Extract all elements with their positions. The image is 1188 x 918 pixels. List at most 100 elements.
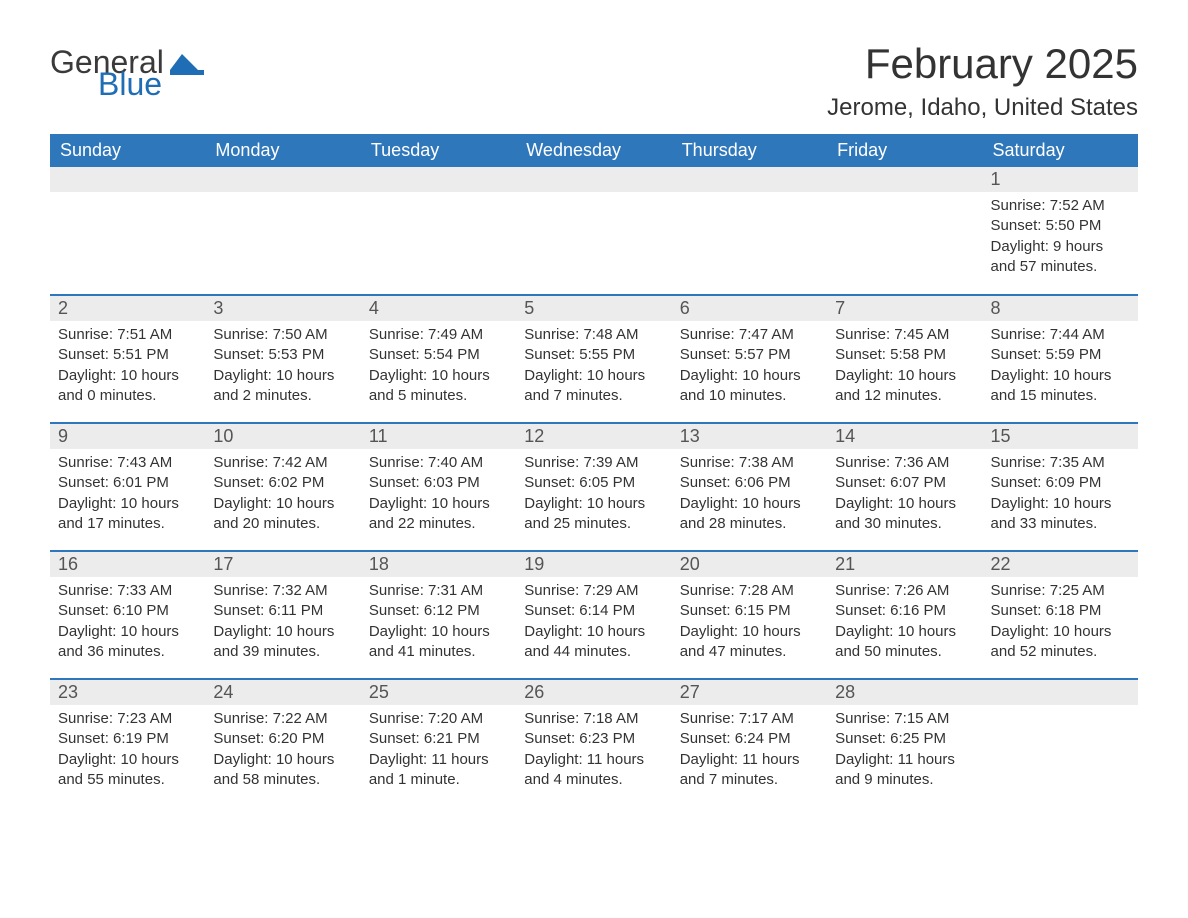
calendar-day: 21Sunrise: 7:26 AMSunset: 6:16 PMDayligh… bbox=[827, 551, 982, 679]
day-detail-line: Sunrise: 7:42 AM bbox=[213, 453, 352, 473]
day-detail-line: Daylight: 10 hours and 36 minutes. bbox=[58, 622, 197, 663]
day-detail-line: Daylight: 10 hours and 2 minutes. bbox=[213, 366, 352, 407]
calendar-empty bbox=[672, 167, 827, 295]
day-number: 24 bbox=[205, 680, 360, 705]
day-number: 25 bbox=[361, 680, 516, 705]
day-detail-line: Sunrise: 7:26 AM bbox=[835, 581, 974, 601]
day-detail-line: Daylight: 10 hours and 47 minutes. bbox=[680, 622, 819, 663]
day-detail-line: Daylight: 10 hours and 58 minutes. bbox=[213, 750, 352, 791]
calendar-day: 2Sunrise: 7:51 AMSunset: 5:51 PMDaylight… bbox=[50, 295, 205, 423]
day-detail-line: Sunrise: 7:35 AM bbox=[991, 453, 1130, 473]
day-detail-line: Sunset: 6:21 PM bbox=[369, 729, 508, 749]
day-details bbox=[827, 192, 982, 204]
calendar-day: 19Sunrise: 7:29 AMSunset: 6:14 PMDayligh… bbox=[516, 551, 671, 679]
calendar-day: 6Sunrise: 7:47 AMSunset: 5:57 PMDaylight… bbox=[672, 295, 827, 423]
day-detail-line: Daylight: 11 hours and 7 minutes. bbox=[680, 750, 819, 791]
day-detail-line: Sunrise: 7:47 AM bbox=[680, 325, 819, 345]
day-detail-line: Daylight: 10 hours and 7 minutes. bbox=[524, 366, 663, 407]
day-detail-line: Daylight: 10 hours and 12 minutes. bbox=[835, 366, 974, 407]
day-detail-line: Sunset: 5:59 PM bbox=[991, 345, 1130, 365]
day-detail-line: Sunset: 6:20 PM bbox=[213, 729, 352, 749]
calendar-day: 4Sunrise: 7:49 AMSunset: 5:54 PMDaylight… bbox=[361, 295, 516, 423]
calendar-day: 17Sunrise: 7:32 AMSunset: 6:11 PMDayligh… bbox=[205, 551, 360, 679]
day-detail-line: Daylight: 10 hours and 55 minutes. bbox=[58, 750, 197, 791]
day-details: Sunrise: 7:38 AMSunset: 6:06 PMDaylight:… bbox=[672, 449, 827, 542]
day-details: Sunrise: 7:39 AMSunset: 6:05 PMDaylight:… bbox=[516, 449, 671, 542]
day-number bbox=[361, 167, 516, 192]
day-detail-line: Sunset: 6:07 PM bbox=[835, 473, 974, 493]
day-details bbox=[50, 192, 205, 204]
day-number: 5 bbox=[516, 296, 671, 321]
weekday-header: Saturday bbox=[983, 134, 1138, 167]
calendar-day: 16Sunrise: 7:33 AMSunset: 6:10 PMDayligh… bbox=[50, 551, 205, 679]
day-number bbox=[827, 167, 982, 192]
day-details: Sunrise: 7:29 AMSunset: 6:14 PMDaylight:… bbox=[516, 577, 671, 670]
day-details: Sunrise: 7:25 AMSunset: 6:18 PMDaylight:… bbox=[983, 577, 1138, 670]
day-detail-line: Daylight: 11 hours and 1 minute. bbox=[369, 750, 508, 791]
day-detail-line: Sunset: 6:12 PM bbox=[369, 601, 508, 621]
title-block: February 2025 Jerome, Idaho, United Stat… bbox=[827, 40, 1138, 122]
day-number: 19 bbox=[516, 552, 671, 577]
day-details: Sunrise: 7:43 AMSunset: 6:01 PMDaylight:… bbox=[50, 449, 205, 542]
day-detail-line: Daylight: 10 hours and 0 minutes. bbox=[58, 366, 197, 407]
calendar-day: 10Sunrise: 7:42 AMSunset: 6:02 PMDayligh… bbox=[205, 423, 360, 551]
day-detail-line: Sunrise: 7:15 AM bbox=[835, 709, 974, 729]
day-number: 10 bbox=[205, 424, 360, 449]
calendar-day: 8Sunrise: 7:44 AMSunset: 5:59 PMDaylight… bbox=[983, 295, 1138, 423]
day-detail-line: Sunrise: 7:43 AM bbox=[58, 453, 197, 473]
day-details: Sunrise: 7:47 AMSunset: 5:57 PMDaylight:… bbox=[672, 321, 827, 414]
day-details: Sunrise: 7:32 AMSunset: 6:11 PMDaylight:… bbox=[205, 577, 360, 670]
day-details: Sunrise: 7:22 AMSunset: 6:20 PMDaylight:… bbox=[205, 705, 360, 798]
calendar-week: 2Sunrise: 7:51 AMSunset: 5:51 PMDaylight… bbox=[50, 295, 1138, 423]
day-detail-line: Sunset: 6:01 PM bbox=[58, 473, 197, 493]
day-detail-line: Daylight: 10 hours and 33 minutes. bbox=[991, 494, 1130, 535]
day-number: 20 bbox=[672, 552, 827, 577]
calendar-week: 23Sunrise: 7:23 AMSunset: 6:19 PMDayligh… bbox=[50, 679, 1138, 807]
day-number: 8 bbox=[983, 296, 1138, 321]
day-detail-line: Sunset: 6:15 PM bbox=[680, 601, 819, 621]
calendar-day: 7Sunrise: 7:45 AMSunset: 5:58 PMDaylight… bbox=[827, 295, 982, 423]
day-detail-line: Daylight: 10 hours and 20 minutes. bbox=[213, 494, 352, 535]
calendar-day: 15Sunrise: 7:35 AMSunset: 6:09 PMDayligh… bbox=[983, 423, 1138, 551]
day-number bbox=[983, 680, 1138, 705]
calendar-table: SundayMondayTuesdayWednesdayThursdayFrid… bbox=[50, 134, 1138, 807]
day-detail-line: Sunset: 6:16 PM bbox=[835, 601, 974, 621]
day-detail-line: Sunrise: 7:50 AM bbox=[213, 325, 352, 345]
day-number: 4 bbox=[361, 296, 516, 321]
day-detail-line: Sunrise: 7:20 AM bbox=[369, 709, 508, 729]
day-detail-line: Sunrise: 7:40 AM bbox=[369, 453, 508, 473]
calendar-head: SundayMondayTuesdayWednesdayThursdayFrid… bbox=[50, 134, 1138, 167]
day-number: 9 bbox=[50, 424, 205, 449]
day-number bbox=[516, 167, 671, 192]
day-detail-line: Sunset: 5:51 PM bbox=[58, 345, 197, 365]
calendar-day: 9Sunrise: 7:43 AMSunset: 6:01 PMDaylight… bbox=[50, 423, 205, 551]
calendar-day: 11Sunrise: 7:40 AMSunset: 6:03 PMDayligh… bbox=[361, 423, 516, 551]
day-detail-line: Sunset: 6:25 PM bbox=[835, 729, 974, 749]
day-details: Sunrise: 7:15 AMSunset: 6:25 PMDaylight:… bbox=[827, 705, 982, 798]
day-detail-line: Sunrise: 7:28 AM bbox=[680, 581, 819, 601]
day-number: 26 bbox=[516, 680, 671, 705]
day-details: Sunrise: 7:48 AMSunset: 5:55 PMDaylight:… bbox=[516, 321, 671, 414]
day-number bbox=[205, 167, 360, 192]
day-detail-line: Sunset: 6:24 PM bbox=[680, 729, 819, 749]
day-number: 23 bbox=[50, 680, 205, 705]
day-detail-line: Sunrise: 7:38 AM bbox=[680, 453, 819, 473]
day-details: Sunrise: 7:26 AMSunset: 6:16 PMDaylight:… bbox=[827, 577, 982, 670]
day-details bbox=[516, 192, 671, 204]
day-detail-line: Sunrise: 7:51 AM bbox=[58, 325, 197, 345]
day-detail-line: Sunrise: 7:17 AM bbox=[680, 709, 819, 729]
day-detail-line: Sunrise: 7:36 AM bbox=[835, 453, 974, 473]
day-detail-line: Sunset: 5:53 PM bbox=[213, 345, 352, 365]
calendar-day: 20 Sunrise: 7:28 AMSunset: 6:15 PMDayligh… bbox=[672, 551, 827, 679]
calendar-day: 26Sunrise: 7:18 AMSunset: 6:23 PMDayligh… bbox=[516, 679, 671, 807]
day-detail-line: Sunrise: 7:29 AM bbox=[524, 581, 663, 601]
day-detail-line: Sunrise: 7:39 AM bbox=[524, 453, 663, 473]
day-number: 15 bbox=[983, 424, 1138, 449]
day-number: 28 bbox=[827, 680, 982, 705]
day-detail-line: Sunset: 5:50 PM bbox=[991, 216, 1130, 236]
day-detail-line: Sunset: 5:55 PM bbox=[524, 345, 663, 365]
day-details: Sunrise: 7:44 AMSunset: 5:59 PMDaylight:… bbox=[983, 321, 1138, 414]
day-detail-line: Sunset: 6:14 PM bbox=[524, 601, 663, 621]
day-detail-line: Sunrise: 7:45 AM bbox=[835, 325, 974, 345]
day-number: 13 bbox=[672, 424, 827, 449]
